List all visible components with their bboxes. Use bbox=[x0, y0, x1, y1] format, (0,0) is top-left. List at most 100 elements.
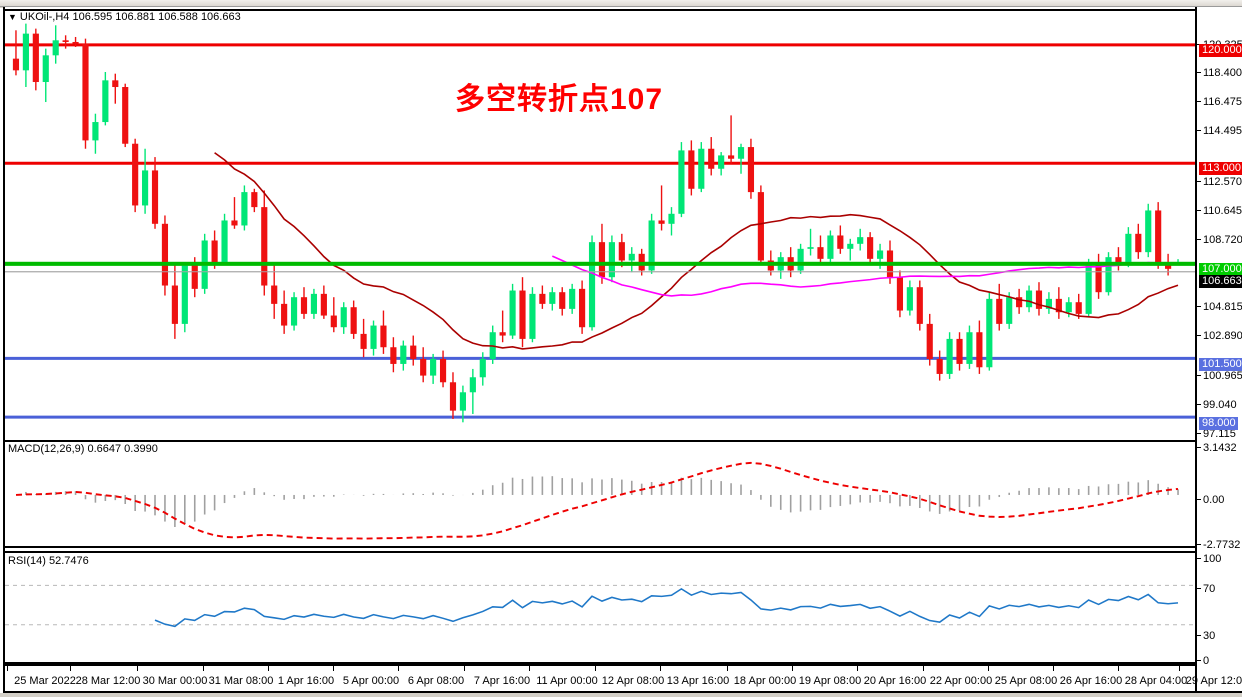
candle[interactable] bbox=[380, 310, 387, 354]
candle[interactable] bbox=[330, 297, 337, 333]
rsi-chart-canvas[interactable] bbox=[5, 553, 1195, 662]
candle[interactable] bbox=[320, 285, 327, 319]
candle[interactable] bbox=[410, 335, 417, 366]
candle[interactable] bbox=[668, 207, 675, 236]
candle[interactable] bbox=[628, 247, 635, 273]
candle[interactable] bbox=[896, 270, 904, 318]
candle[interactable] bbox=[52, 25, 59, 64]
candle[interactable] bbox=[1085, 258, 1092, 318]
price-chart-canvas[interactable] bbox=[5, 11, 1195, 434]
candle[interactable] bbox=[1035, 282, 1043, 316]
candle[interactable] bbox=[608, 235, 615, 283]
candle[interactable] bbox=[569, 283, 576, 314]
candle[interactable] bbox=[906, 280, 913, 316]
price-scale-tag-98-000[interactable]: 98.000 bbox=[1199, 417, 1238, 430]
candle[interactable] bbox=[916, 280, 923, 331]
candle[interactable] bbox=[559, 287, 566, 316]
candle[interactable] bbox=[1006, 292, 1013, 329]
candle[interactable] bbox=[231, 197, 238, 229]
candle[interactable] bbox=[310, 288, 318, 319]
candle[interactable] bbox=[529, 287, 536, 343]
candle[interactable] bbox=[82, 38, 89, 149]
candle[interactable] bbox=[32, 28, 39, 91]
candle[interactable] bbox=[489, 325, 496, 364]
time-axis[interactable]: 25 Mar 2022 28 Mar 12:00 30 Mar 00:00 31 Ma… bbox=[5, 664, 1242, 693]
candle[interactable] bbox=[1145, 203, 1152, 258]
candle[interactable] bbox=[936, 350, 943, 381]
candle[interactable] bbox=[688, 140, 695, 196]
candle[interactable] bbox=[151, 157, 159, 229]
candle[interactable] bbox=[1095, 253, 1102, 299]
candle[interactable] bbox=[797, 243, 804, 274]
macd-chart-canvas[interactable] bbox=[5, 442, 1195, 546]
price-scale-tag-107-000[interactable]: 107.000 bbox=[1199, 263, 1242, 276]
candle[interactable] bbox=[1125, 227, 1132, 268]
candle[interactable] bbox=[1135, 223, 1142, 259]
candle[interactable] bbox=[102, 72, 109, 126]
candle[interactable] bbox=[1025, 285, 1033, 313]
candle[interactable] bbox=[142, 148, 149, 214]
candle[interactable] bbox=[1155, 202, 1162, 269]
price-scale-tag-120-000[interactable]: 120.000 bbox=[1199, 44, 1242, 57]
macd-pane[interactable] bbox=[5, 440, 1195, 548]
candle[interactable] bbox=[42, 48, 49, 103]
candle[interactable] bbox=[1075, 293, 1082, 319]
candle[interactable] bbox=[360, 318, 367, 358]
candle[interactable] bbox=[698, 142, 705, 193]
candle[interactable] bbox=[757, 185, 764, 266]
candle[interactable] bbox=[509, 283, 516, 339]
candle[interactable] bbox=[1055, 287, 1062, 319]
candle[interactable] bbox=[966, 325, 973, 369]
candle[interactable] bbox=[439, 350, 447, 388]
price-scale-tag-106-663[interactable]: 106.663 bbox=[1199, 275, 1242, 288]
candle[interactable] bbox=[1045, 292, 1052, 314]
scrollbar-track[interactable] bbox=[0, 0, 1242, 7]
candle[interactable] bbox=[956, 332, 963, 371]
candle[interactable] bbox=[430, 353, 437, 384]
candle[interactable] bbox=[300, 287, 308, 319]
candle[interactable] bbox=[926, 313, 933, 366]
candle[interactable] bbox=[251, 188, 258, 213]
price-pane[interactable] bbox=[5, 9, 1195, 434]
candle[interactable] bbox=[549, 287, 556, 311]
candle[interactable] bbox=[390, 337, 397, 373]
candle[interactable] bbox=[807, 228, 814, 256]
rsi-pane[interactable] bbox=[5, 551, 1195, 664]
candle[interactable] bbox=[847, 238, 854, 261]
candle[interactable] bbox=[400, 340, 407, 371]
candle[interactable] bbox=[1105, 252, 1112, 296]
candle[interactable] bbox=[171, 263, 178, 339]
price-scale-tag-113-000[interactable]: 113.000 bbox=[1199, 162, 1242, 175]
candle[interactable] bbox=[986, 292, 993, 371]
candle[interactable] bbox=[479, 352, 486, 386]
price-scale[interactable]: 120.325118.400116.475114.495112.570110.6… bbox=[1195, 7, 1242, 693]
candle[interactable] bbox=[658, 185, 665, 231]
candle[interactable] bbox=[181, 262, 188, 333]
candle[interactable] bbox=[92, 113, 99, 154]
candle[interactable] bbox=[857, 228, 864, 251]
candle[interactable] bbox=[72, 36, 79, 47]
candle[interactable] bbox=[499, 310, 506, 343]
candle[interactable] bbox=[678, 142, 685, 218]
candle[interactable] bbox=[708, 137, 715, 176]
candle[interactable] bbox=[946, 332, 953, 379]
candle[interactable] bbox=[281, 290, 288, 334]
top-scrollbar-strip[interactable] bbox=[0, 0, 1242, 8]
candle[interactable] bbox=[22, 23, 29, 88]
candle[interactable] bbox=[350, 300, 357, 339]
candle[interactable] bbox=[618, 233, 625, 268]
price-scale-tag-101-500[interactable]: 101.500 bbox=[1199, 358, 1242, 371]
candle[interactable] bbox=[261, 190, 268, 296]
candle[interactable] bbox=[290, 292, 298, 331]
candle[interactable] bbox=[519, 277, 526, 348]
candle[interactable] bbox=[996, 283, 1003, 331]
candle[interactable] bbox=[132, 138, 139, 213]
candle[interactable] bbox=[469, 368, 476, 414]
candle[interactable] bbox=[817, 235, 824, 266]
candle[interactable] bbox=[420, 347, 427, 383]
collapse-arrow-icon[interactable]: ▼ bbox=[8, 12, 17, 22]
candle[interactable] bbox=[598, 223, 606, 284]
candle[interactable] bbox=[579, 280, 586, 334]
candle[interactable] bbox=[1016, 288, 1023, 314]
candle[interactable] bbox=[340, 302, 347, 334]
